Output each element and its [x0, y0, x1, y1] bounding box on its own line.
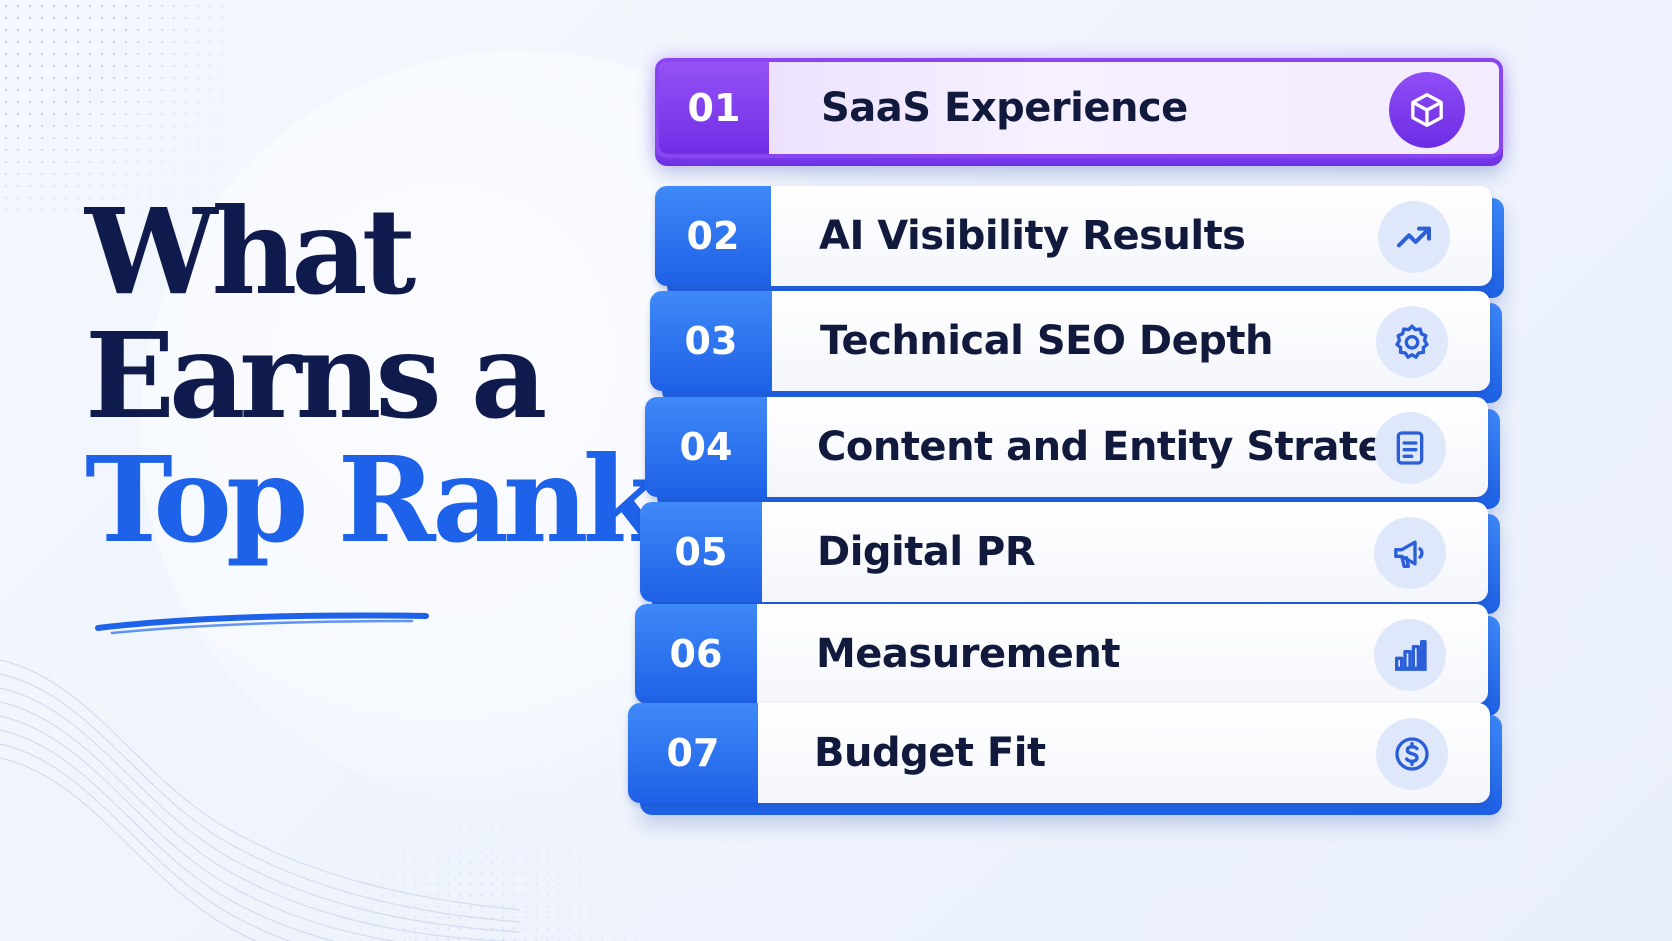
gear-icon — [1395, 324, 1429, 359]
dollar-coin-icon — [1395, 737, 1429, 771]
card-face: 03 Technical SEO Depth — [650, 291, 1490, 391]
card-face: 06 Measurement — [635, 604, 1488, 704]
criteria-item-1: 01 SaaS Experience — [655, 58, 1503, 166]
headline: What Earns a Top Rank — [85, 182, 664, 569]
headline-line-1: What — [85, 182, 416, 321]
item-number: 01 — [687, 86, 741, 130]
card-face: 02 AI Visibility Results — [655, 186, 1492, 286]
icon-badge — [1374, 619, 1446, 691]
number-tab: 07 — [628, 703, 758, 803]
item-label: AI Visibility Results — [819, 213, 1246, 259]
criteria-item-6: 06 Measurement — [635, 604, 1500, 716]
dot-pattern-top-left — [0, 0, 230, 220]
item-label: SaaS Experience — [821, 85, 1188, 131]
icon-badge — [1376, 718, 1448, 790]
criteria-item-7: 07 Budget Fit — [628, 703, 1502, 815]
headline-line-2: Earns a — [85, 306, 547, 445]
dot-pattern-bottom — [300, 780, 660, 941]
card-face: 05 Digital PR — [640, 502, 1488, 602]
card-face: 01 SaaS Experience — [655, 58, 1503, 158]
item-number: 03 — [684, 319, 738, 363]
headline-line-3: Top Rank — [85, 430, 664, 569]
card-face: 07 Budget Fit — [628, 703, 1490, 803]
criteria-item-4: 04 Content and Entity Strategy — [645, 397, 1500, 509]
brush-underline — [95, 612, 429, 635]
criteria-item-2: 02 AI Visibility Results — [655, 186, 1504, 298]
item-label: Technical SEO Depth — [820, 318, 1273, 364]
item-label: Content and Entity Strategy — [817, 424, 1438, 470]
trending-up-icon — [1397, 226, 1431, 248]
cube-icon — [1411, 93, 1443, 128]
icon-badge — [1374, 412, 1446, 484]
item-label: Budget Fit — [814, 730, 1046, 776]
number-tab: 01 — [659, 62, 769, 154]
icon-badge — [1376, 306, 1448, 378]
bar-chart-icon — [1395, 640, 1427, 671]
item-number: 05 — [674, 530, 728, 574]
number-tab: 06 — [635, 604, 757, 704]
item-label: Digital PR — [817, 529, 1036, 575]
item-number: 06 — [669, 632, 723, 676]
icon-badge — [1378, 201, 1450, 273]
icon-badge — [1389, 72, 1465, 148]
number-tab: 02 — [655, 186, 771, 286]
criteria-item-3: 03 Technical SEO Depth — [650, 291, 1502, 403]
megaphone-icon — [1394, 540, 1424, 568]
number-tab: 04 — [645, 397, 767, 497]
item-number: 07 — [666, 731, 720, 775]
icon-badge — [1374, 517, 1446, 589]
criteria-item-5: 05 Digital PR — [640, 502, 1500, 614]
number-tab: 05 — [640, 502, 762, 602]
item-number: 02 — [686, 214, 740, 258]
document-icon — [1396, 431, 1424, 465]
item-number: 04 — [679, 425, 733, 469]
wave-lines-decoration — [0, 660, 520, 941]
card-face: 04 Content and Entity Strategy — [645, 397, 1488, 497]
number-tab: 03 — [650, 291, 772, 391]
item-label: Measurement — [816, 631, 1120, 677]
